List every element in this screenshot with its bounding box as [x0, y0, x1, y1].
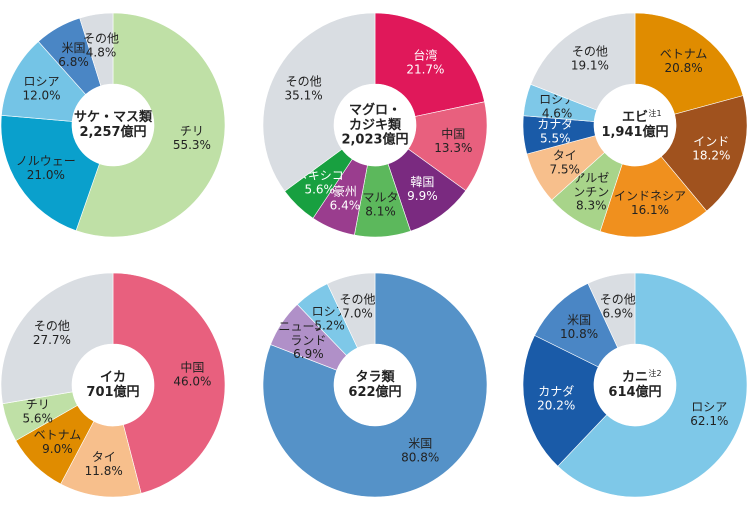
center-hole: [594, 344, 676, 426]
slice-label: その他: [600, 292, 636, 306]
center-hole: [334, 84, 416, 166]
value-label: 20.2%: [537, 399, 575, 413]
value-label: 6.9%: [293, 347, 324, 361]
value-label: 9.9%: [407, 189, 438, 203]
value-label: 20.8%: [665, 61, 703, 75]
slice-label: マルタ: [362, 190, 398, 204]
value-label: 6.8%: [58, 55, 89, 69]
slice-label: その他: [286, 74, 322, 88]
slice-label: タイ: [553, 149, 577, 163]
value-label: 7.5%: [549, 163, 580, 177]
value-label: 62.1%: [690, 414, 728, 428]
slice-label: タイ: [92, 450, 116, 464]
center-total: 614億円: [608, 384, 661, 400]
center-total: 701億円: [86, 384, 139, 400]
value-label: 21.0%: [27, 168, 65, 182]
value-label: 18.2%: [692, 149, 730, 163]
slice-label: その他: [339, 292, 375, 306]
center-title: イカ: [100, 370, 126, 385]
slice-label: 豪州: [333, 184, 357, 199]
slice-label: 米国: [61, 41, 85, 55]
slice-label: ノルウェー: [16, 154, 76, 168]
slice-label: 米国: [408, 437, 432, 451]
value-label: 5.2%: [314, 319, 345, 333]
slice-label: カナダ: [537, 117, 573, 132]
value-label: 8.1%: [365, 204, 396, 218]
value-label: 10.8%: [560, 327, 598, 341]
value-label: 11.8%: [85, 464, 123, 478]
center-hole: [72, 84, 154, 166]
value-label: 5.5%: [540, 132, 571, 146]
slice-label: 米国: [567, 313, 591, 327]
slice-label: その他: [83, 31, 119, 45]
center-title: マグロ・カジキ類: [349, 102, 402, 133]
value-label: 13.3%: [434, 141, 472, 155]
center-hole: [594, 84, 676, 166]
slice-label: ベトナム: [660, 47, 708, 61]
slice-label: チリ: [180, 124, 204, 138]
slice-label: カナダ: [538, 384, 574, 399]
value-label: 6.4%: [330, 199, 361, 213]
value-label: 27.7%: [33, 333, 71, 347]
value-label: 8.3%: [576, 199, 607, 213]
slice-label: 韓国: [410, 175, 434, 189]
value-label: 7.0%: [342, 306, 373, 320]
center-hole: [334, 344, 416, 426]
pie-chart: 米国80.8%ニュージーランド6.9%ロシア5.2%その他7.0%タラ類622億…: [262, 272, 488, 498]
value-label: 35.1%: [285, 88, 323, 102]
slice-label: その他: [572, 44, 608, 58]
note-mark: 注1: [648, 108, 661, 118]
value-label: 6.9%: [603, 306, 634, 320]
slice-label: チリ: [26, 398, 50, 412]
slice-label: 中国: [180, 359, 204, 374]
note-mark: 注2: [648, 368, 661, 378]
center-title: カニ: [622, 370, 648, 385]
slice-label: 中国: [441, 126, 465, 141]
pie-chart: 台湾21.7%中国13.3%韓国9.9%マルタ8.1%豪州6.4%メキシコ5.6…: [262, 12, 488, 238]
center-total: 1,941億円: [601, 124, 668, 140]
value-label: 5.6%: [304, 182, 335, 196]
value-label: 80.8%: [401, 451, 439, 465]
center-hole: [72, 344, 154, 426]
value-label: 46.0%: [173, 374, 211, 388]
value-label: 5.6%: [22, 412, 53, 426]
slice-label: アルゼンチン: [573, 171, 609, 199]
value-label: 4.8%: [86, 45, 117, 59]
center-total: 2,023億円: [341, 132, 408, 148]
slice-label: ベトナム: [34, 428, 82, 442]
center-title: タラ類: [355, 370, 395, 385]
value-label: 12.0%: [22, 89, 60, 103]
value-label: 16.1%: [631, 203, 669, 217]
value-label: 55.3%: [173, 138, 211, 152]
center-total: 2,257億円: [79, 124, 146, 140]
slice-label: 台湾: [413, 47, 437, 62]
value-label: 4.6%: [542, 107, 573, 121]
value-label: 19.1%: [571, 58, 609, 72]
value-label: 9.0%: [42, 442, 73, 456]
center-title: エビ: [622, 109, 648, 125]
value-label: 21.7%: [406, 62, 444, 76]
slice-label: インド: [693, 135, 729, 149]
slice-label: ロシア: [23, 75, 59, 89]
center-total: 622億円: [348, 384, 401, 400]
slice-label: ロシア: [691, 400, 727, 414]
slice-label: インドネシア: [614, 189, 686, 203]
slice-label: その他: [34, 319, 70, 333]
center-title: サケ・マス類: [74, 110, 153, 125]
